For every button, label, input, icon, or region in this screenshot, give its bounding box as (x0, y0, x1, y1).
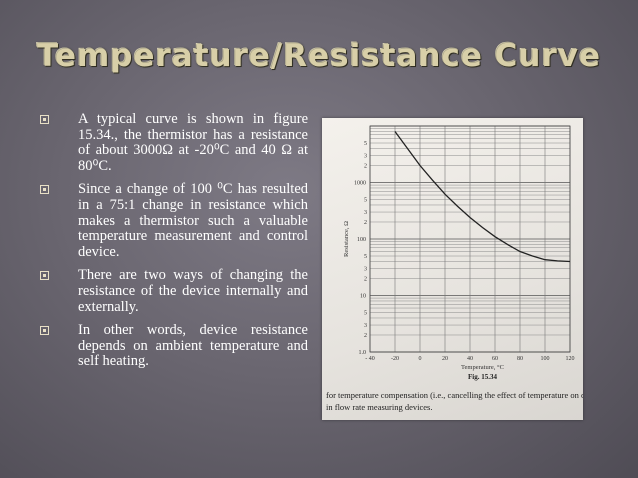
figure-caption-line: in flow rate measuring devices. (326, 402, 432, 412)
bullet-marker-icon (40, 271, 49, 281)
slide-title: Temperature/Resistance Curve (36, 38, 602, 74)
figure-caption-line: for temperature compensation (i.e., canc… (326, 390, 583, 400)
bullet-item: In other words, device resistance depend… (40, 322, 308, 370)
resistance-curve (394, 131, 571, 263)
x-tick-label: 40 (467, 356, 473, 362)
y-minor-tick-label: 2 (364, 333, 367, 339)
bullet-marker-icon (40, 185, 49, 195)
bullet-item: A typical curve is shown in figure 15.34… (40, 111, 308, 174)
x-tick-label: -20 (391, 356, 399, 362)
y-minor-tick-label: 5 (364, 254, 367, 260)
bullet-text: Since a change of 100 ⁰C has resulted in… (78, 181, 308, 260)
x-axis-label: Temperature, °C (461, 364, 504, 371)
y-minor-tick-label: 5 (364, 141, 367, 147)
bullet-text: There are two ways of changing the resis… (78, 267, 308, 315)
x-tick-label: 80 (517, 356, 523, 362)
y-minor-tick-label: 2 (364, 276, 367, 282)
bullet-marker-icon (40, 115, 49, 124)
y-minor-tick-label: 3 (364, 154, 367, 160)
bullet-list: A typical curve is shown in figure 15.34… (40, 111, 308, 378)
figure-image: 2 3 5 2 3 5 2 3 5 2 3 5 1.0 10 100 1000 - 40 -20 0 20 40 60 80… (322, 118, 583, 420)
y-tick-label: 1000 (354, 181, 366, 187)
bullet-text: In other words, device resistance depend… (78, 322, 308, 370)
bullet-marker-icon (40, 326, 49, 336)
y-minor-tick-label: 2 (364, 163, 367, 169)
y-tick-label: 10 (360, 294, 366, 300)
bullet-text: A typical curve is shown in figure 15.34… (78, 111, 308, 174)
figure-label: Fig. 15.34 (468, 373, 497, 381)
x-tick-label: - 40 (365, 356, 375, 362)
x-tick-label: 120 (566, 356, 575, 362)
y-tick-label: 100 (357, 237, 366, 243)
y-tick-label: 1.0 (359, 350, 367, 356)
plot-frame (369, 125, 571, 353)
x-tick-label: 20 (442, 356, 448, 362)
x-tick-label: 100 (541, 356, 550, 362)
y-minor-tick-label: 2 (364, 220, 367, 226)
x-tick-label: 0 (419, 356, 422, 362)
y-minor-tick-label: 3 (364, 267, 367, 273)
y-minor-tick-label: 3 (364, 210, 367, 216)
bullet-item: Since a change of 100 ⁰C has resulted in… (40, 182, 308, 260)
resistance-temperature-chart: 2 3 5 2 3 5 2 3 5 2 3 5 1.0 10 100 1000 - 40 -20 0 20 40 60 80… (326, 125, 583, 412)
x-tick-label: 60 (492, 356, 498, 362)
y-axis-label: Resistance, Ω (343, 221, 350, 257)
bullet-item: There are two ways of changing the resis… (40, 268, 308, 315)
y-minor-tick-label: 3 (364, 323, 367, 329)
y-minor-tick-label: 5 (364, 198, 367, 204)
y-minor-tick-label: 5 (364, 311, 367, 317)
